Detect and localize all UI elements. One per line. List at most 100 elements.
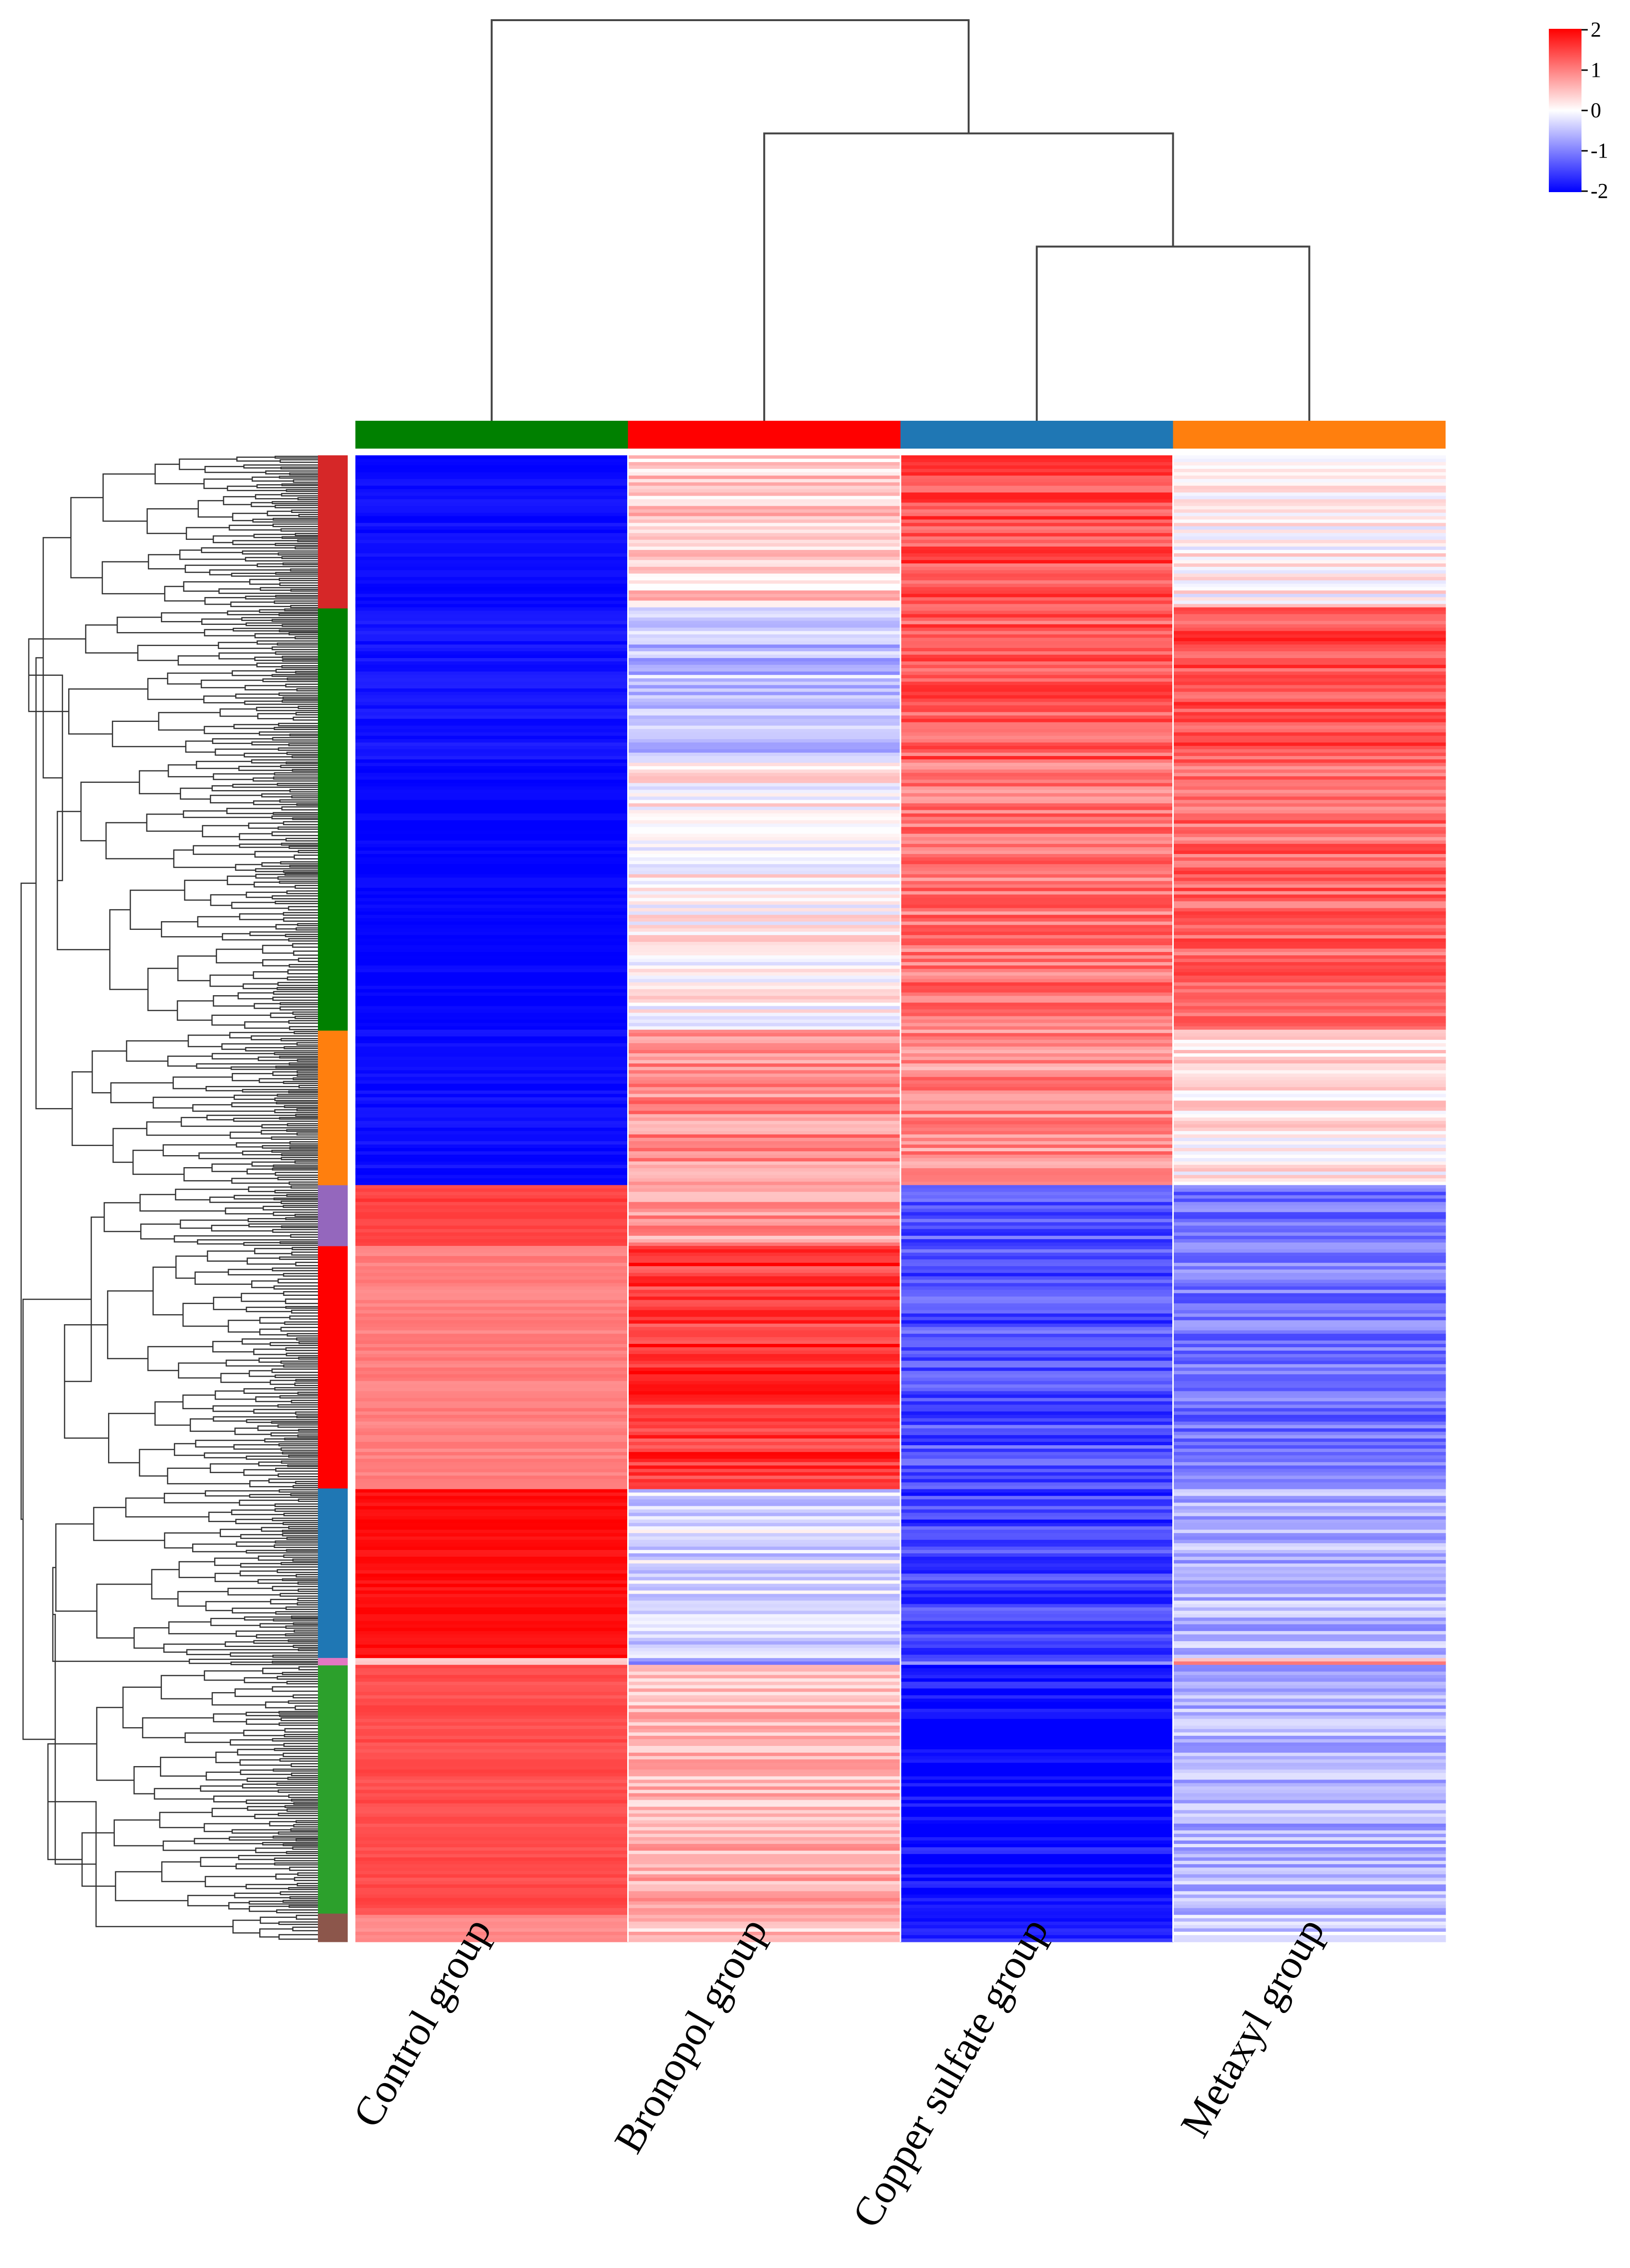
heatmap-cell bbox=[355, 1465, 629, 1469]
heatmap-cell bbox=[628, 759, 901, 763]
heatmap-cell bbox=[900, 1864, 1174, 1868]
row-dendrogram-link bbox=[291, 1763, 318, 1768]
row-dendrogram-link bbox=[204, 465, 266, 473]
heatmap-cell bbox=[1173, 1192, 1446, 1196]
row-dendrogram-link bbox=[294, 533, 318, 537]
heatmap-cell bbox=[1173, 543, 1446, 547]
heatmap-cell bbox=[900, 1053, 1174, 1057]
heatmap-cell bbox=[1173, 1445, 1446, 1449]
heatmap-cell bbox=[1173, 1739, 1446, 1743]
heatmap-cell bbox=[355, 587, 629, 591]
heatmap-cell bbox=[355, 1722, 629, 1726]
heatmap-cell bbox=[1173, 590, 1446, 594]
heatmap-cell bbox=[355, 1245, 629, 1250]
heatmap-cell bbox=[628, 712, 901, 716]
row-dendrogram-link bbox=[235, 694, 283, 699]
heatmap-cell bbox=[355, 1077, 629, 1081]
heatmap-cell bbox=[355, 1685, 629, 1689]
heatmap-cell bbox=[355, 1124, 629, 1128]
heatmap-cell bbox=[1173, 1212, 1446, 1216]
row-dendrogram-link bbox=[284, 1321, 318, 1325]
row-dendrogram-link bbox=[285, 934, 318, 938]
heatmap-cell bbox=[355, 1759, 629, 1763]
row-dendrogram-link bbox=[289, 1866, 318, 1871]
heatmap-cell bbox=[355, 1790, 629, 1794]
heatmap-cell bbox=[1173, 1046, 1446, 1050]
heatmap-cell bbox=[900, 1512, 1174, 1517]
heatmap-cell bbox=[900, 1110, 1174, 1115]
heatmap-cell bbox=[628, 1756, 901, 1760]
heatmap-cell bbox=[900, 925, 1174, 929]
heatmap-cell bbox=[900, 1861, 1174, 1865]
heatmap-cell bbox=[1173, 1844, 1446, 1848]
heatmap-cell bbox=[900, 1357, 1174, 1361]
heatmap-cell bbox=[900, 1624, 1174, 1628]
heatmap-cell bbox=[628, 955, 901, 959]
heatmap-cell bbox=[900, 1668, 1174, 1672]
heatmap-cell bbox=[1173, 1506, 1446, 1510]
heatmap-cell bbox=[628, 1472, 901, 1476]
row-dendrogram-link bbox=[213, 1713, 247, 1722]
heatmap-cell bbox=[900, 827, 1174, 831]
heatmap-cell bbox=[628, 688, 901, 692]
heatmap-cell bbox=[1173, 1908, 1446, 1912]
heatmap-cell bbox=[900, 1300, 1174, 1304]
row-dendrogram-link bbox=[288, 1639, 318, 1642]
row-dendrogram-link bbox=[177, 955, 217, 982]
heatmap-cell bbox=[628, 1242, 901, 1246]
heatmap-cell bbox=[355, 1378, 629, 1381]
heatmap-cell bbox=[355, 813, 629, 817]
heatmap-cell bbox=[355, 1303, 629, 1307]
row-dendrogram-link bbox=[249, 1480, 293, 1488]
heatmap-cell bbox=[1173, 1627, 1446, 1632]
heatmap-cell bbox=[900, 1161, 1174, 1165]
row-dendrogram-link bbox=[278, 1789, 318, 1793]
row-dendrogram-link bbox=[271, 1149, 318, 1153]
heatmap-cell bbox=[900, 1830, 1174, 1834]
heatmap-cell bbox=[900, 682, 1174, 685]
row-dendrogram-link bbox=[241, 1293, 286, 1302]
heatmap-cell bbox=[900, 763, 1174, 767]
heatmap-cell bbox=[1173, 1577, 1446, 1581]
heatmap-cell bbox=[1173, 1489, 1446, 1493]
heatmap-cell bbox=[1173, 1394, 1446, 1399]
heatmap-cell bbox=[1173, 786, 1446, 790]
heatmap-cell bbox=[1173, 1594, 1446, 1598]
row-dendrogram-link bbox=[298, 1666, 318, 1671]
row-dendrogram-link bbox=[277, 982, 318, 986]
heatmap-cell bbox=[900, 1090, 1174, 1095]
row-dendrogram-link bbox=[164, 1493, 240, 1504]
heatmap-cell bbox=[355, 979, 629, 983]
heatmap-cell bbox=[900, 1499, 1174, 1503]
heatmap-cell bbox=[628, 614, 901, 618]
heatmap-cell bbox=[900, 1452, 1174, 1456]
heatmap-cell bbox=[1173, 1097, 1446, 1101]
heatmap-cell bbox=[1173, 793, 1446, 797]
heatmap-cell bbox=[355, 509, 629, 513]
heatmap-cell bbox=[628, 553, 901, 557]
heatmap-cell bbox=[900, 1002, 1174, 1007]
heatmap-cell bbox=[628, 1506, 901, 1510]
heatmap-cell bbox=[628, 1523, 901, 1527]
row-dendrogram-link bbox=[290, 1828, 318, 1831]
heatmap-cell bbox=[628, 1806, 901, 1811]
row-dendrogram-link bbox=[296, 1070, 318, 1073]
heatmap-cell bbox=[900, 1418, 1174, 1422]
heatmap-cell bbox=[1173, 766, 1446, 770]
heatmap-cell bbox=[1173, 1205, 1446, 1209]
heatmap-cell bbox=[1173, 1749, 1446, 1753]
heatmap-cell bbox=[355, 1364, 629, 1368]
heatmap-cell bbox=[628, 1641, 901, 1645]
heatmap-cell bbox=[628, 1722, 901, 1726]
row-dendrogram-link bbox=[294, 636, 318, 640]
heatmap-cell bbox=[1173, 610, 1446, 615]
row-dendrogram-link bbox=[279, 582, 318, 586]
heatmap-cell bbox=[628, 1391, 901, 1395]
heatmap-cell bbox=[1173, 861, 1446, 865]
heatmap-cell bbox=[355, 1682, 629, 1686]
heatmap-cell bbox=[628, 1388, 901, 1392]
column-label-copper-sulfate: Copper sulfate group bbox=[843, 1910, 1057, 2235]
heatmap-cell bbox=[628, 506, 901, 510]
row-dendrogram-link bbox=[251, 1280, 279, 1288]
heatmap-cell bbox=[628, 1033, 901, 1037]
